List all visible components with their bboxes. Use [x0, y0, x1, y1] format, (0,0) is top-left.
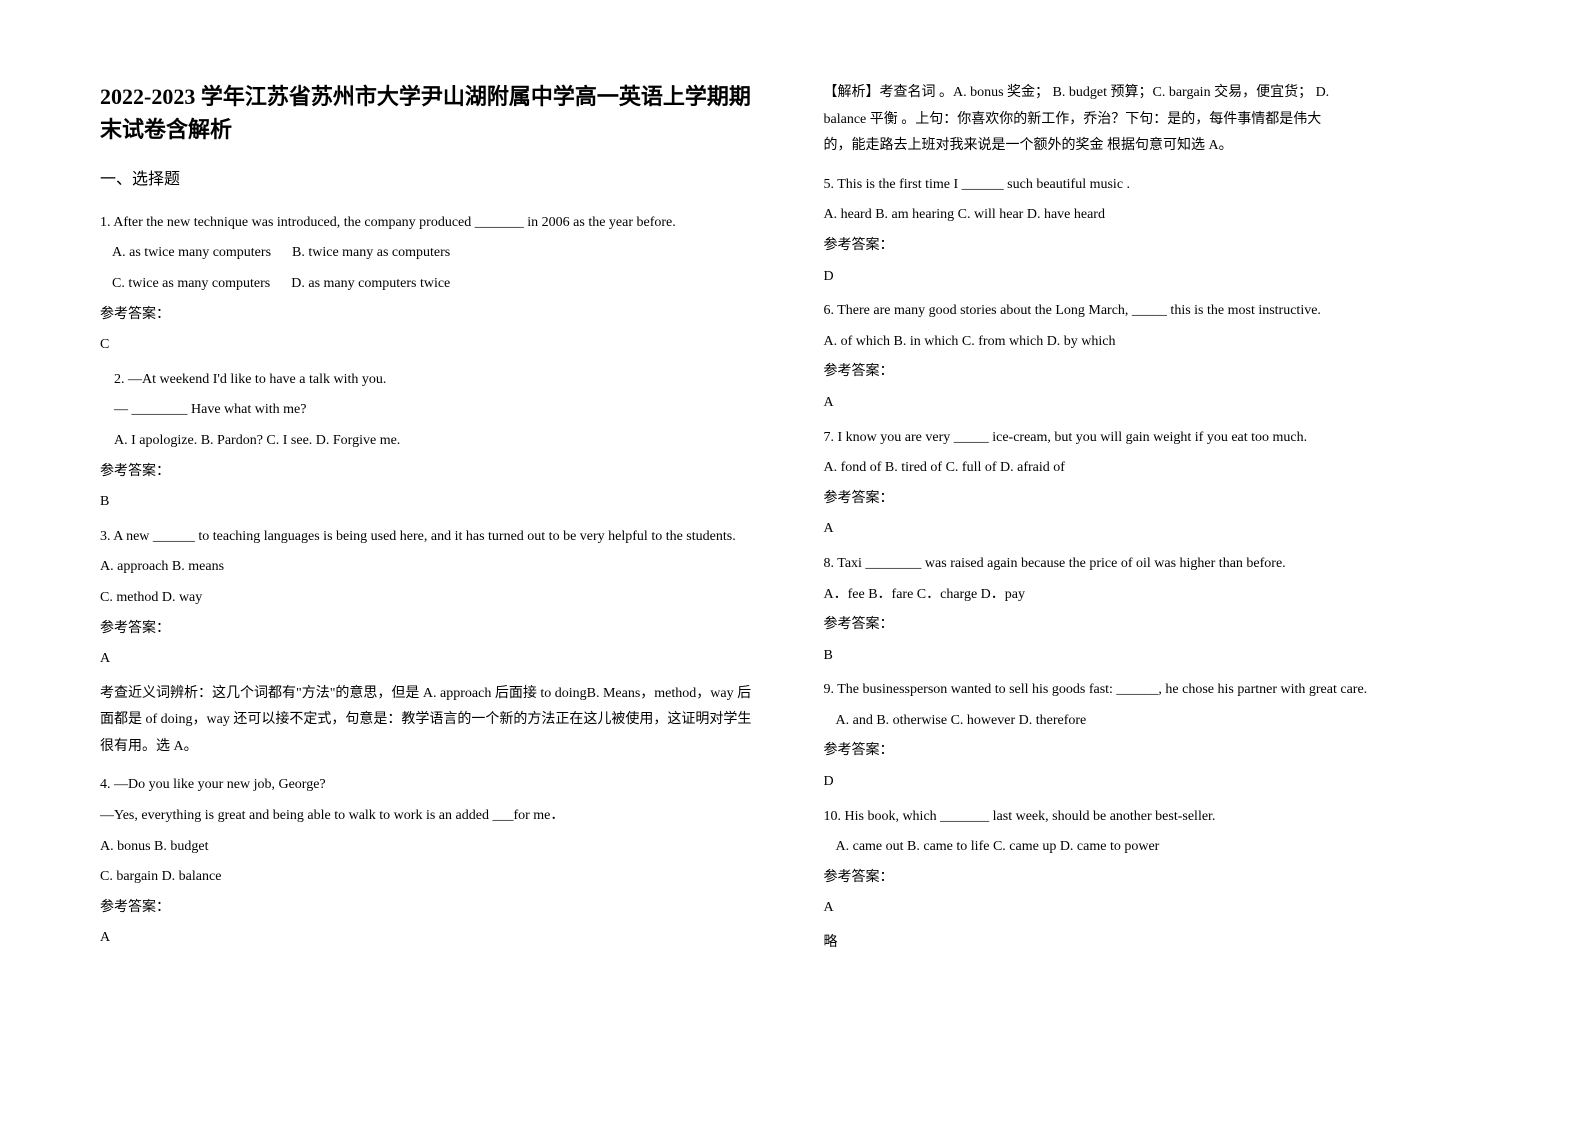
options: A．fee B．fare C．charge D．pay	[824, 582, 1488, 609]
question-text: 7. I know you are very _____ ice-cream, …	[824, 425, 1488, 452]
answer-label: 参考答案：	[824, 612, 1488, 639]
question-text: 9. The businessperson wanted to sell his…	[824, 677, 1488, 704]
question-text: 1. After the new technique was introduce…	[100, 210, 764, 237]
answer: A	[824, 516, 1488, 543]
answer-label: 参考答案：	[824, 738, 1488, 765]
question-text: 8. Taxi ________ was raised again becaus…	[824, 551, 1488, 578]
options-row-2: C. twice as many computers D. as many co…	[112, 271, 764, 298]
question-1: 1. After the new technique was introduce…	[100, 210, 764, 359]
options-row-1: A. as twice many computers B. twice many…	[112, 240, 764, 267]
exam-title: 2022-2023 学年江苏省苏州市大学尹山湖附属中学高一英语上学期期末试卷含解…	[100, 80, 764, 146]
answer-label: 参考答案：	[824, 486, 1488, 513]
answer-label: 参考答案：	[100, 302, 764, 329]
question-4: 4. —Do you like your new job, George? —Y…	[100, 772, 764, 952]
question-text-line1: 2. —At weekend I'd like to have a talk w…	[100, 367, 764, 394]
answer-label: 参考答案：	[100, 616, 764, 643]
answer-label: 参考答案：	[100, 895, 764, 922]
option-d: D. as many computers twice	[291, 276, 450, 291]
answer-label: 参考答案：	[824, 865, 1488, 892]
question-10: 10. His book, which _______ last week, s…	[824, 804, 1488, 957]
question-text: 3. A new ______ to teaching languages is…	[100, 524, 764, 551]
options-cd: C. method D. way	[100, 585, 764, 612]
answer: A	[824, 390, 1488, 417]
explanation-line2: balance 平衡 。上句：你喜欢你的新工作，乔治？下句：是的，每件事情都是伟…	[824, 107, 1488, 134]
answer: C	[100, 332, 764, 359]
options: A. came out B. came to life C. came up D…	[836, 834, 1488, 861]
answer: A	[100, 925, 764, 952]
answer: D	[824, 264, 1488, 291]
question-6: 6. There are many good stories about the…	[824, 298, 1488, 416]
answer-label: 参考答案：	[824, 233, 1488, 260]
options-ab: A. approach B. means	[100, 554, 764, 581]
option-c: C. twice as many computers	[112, 276, 270, 291]
question-8: 8. Taxi ________ was raised again becaus…	[824, 551, 1488, 669]
options: A. I apologize. B. Pardon? C. I see. D. …	[100, 428, 764, 455]
question-5: 5. This is the first time I ______ such …	[824, 172, 1488, 290]
option-b: B. twice many as computers	[292, 245, 450, 260]
options: A. fond of B. tired of C. full of D. afr…	[824, 455, 1488, 482]
note: 略	[824, 930, 1488, 957]
question-text-line2: —Yes, everything is great and being able…	[100, 803, 764, 830]
explanation: 考查近义词辨析：这几个词都有"方法"的意思，但是 A. approach 后面接…	[100, 681, 764, 761]
answer-label: 参考答案：	[824, 359, 1488, 386]
question-text-line1: 4. —Do you like your new job, George?	[100, 772, 764, 799]
options-ab: A. bonus B. budget	[100, 834, 764, 861]
question-text: 10. His book, which _______ last week, s…	[824, 804, 1488, 831]
options: A. heard B. am hearing C. will hear D. h…	[824, 202, 1488, 229]
options: A. of which B. in which C. from which D.…	[824, 329, 1488, 356]
question-3: 3. A new ______ to teaching languages is…	[100, 524, 764, 761]
section-header: 一、选择题	[100, 166, 764, 195]
question-text: 6. There are many good stories about the…	[824, 298, 1488, 325]
exam-container: 2022-2023 学年江苏省苏州市大学尹山湖附属中学高一英语上学期期末试卷含解…	[100, 80, 1487, 969]
options-cd: C. bargain D. balance	[100, 864, 764, 891]
answer: B	[824, 643, 1488, 670]
options: A. and B. otherwise C. however D. theref…	[836, 708, 1488, 735]
question-7: 7. I know you are very _____ ice-cream, …	[824, 425, 1488, 543]
q4-explanation: 【解析】考查名词 。A. bonus 奖金； B. budget 预算；C. b…	[824, 80, 1488, 160]
option-a: A. as twice many computers	[112, 245, 271, 260]
answer: B	[100, 489, 764, 516]
answer: A	[100, 646, 764, 673]
answer: A	[824, 895, 1488, 922]
answer-label: 参考答案：	[100, 459, 764, 486]
question-2: 2. —At weekend I'd like to have a talk w…	[100, 367, 764, 516]
right-column: 【解析】考查名词 。A. bonus 奖金； B. budget 预算；C. b…	[824, 80, 1488, 969]
left-column: 2022-2023 学年江苏省苏州市大学尹山湖附属中学高一英语上学期期末试卷含解…	[100, 80, 764, 969]
question-9: 9. The businessperson wanted to sell his…	[824, 677, 1488, 795]
question-text: 5. This is the first time I ______ such …	[824, 172, 1488, 199]
question-text-line2: — ________ Have what with me?	[100, 397, 764, 424]
explanation-line1: 【解析】考查名词 。A. bonus 奖金； B. budget 预算；C. b…	[824, 80, 1488, 107]
answer: D	[824, 769, 1488, 796]
explanation-line3: 的，能走路去上班对我来说是一个额外的奖金 根据句意可知选 A。	[824, 133, 1488, 160]
